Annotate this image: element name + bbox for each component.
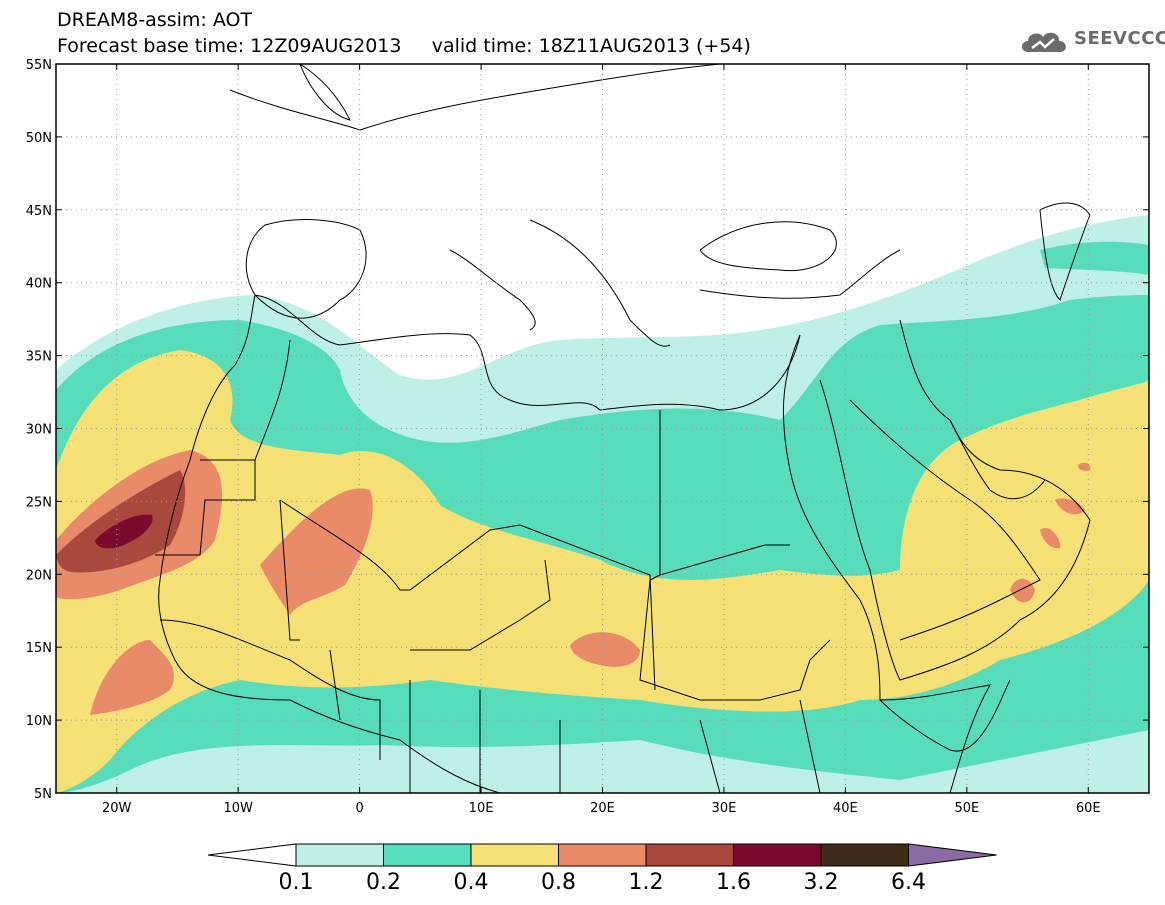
lat-label: 25N [26, 495, 52, 510]
persian-gulf [949, 419, 1046, 500]
colorbar-level-label: 0.4 [454, 870, 489, 895]
lat-label: 5N [34, 787, 52, 802]
colorbar-box [383, 843, 472, 867]
colorbar-box [820, 843, 909, 867]
lon-label: 10E [469, 801, 494, 816]
lon-label: 20W [102, 801, 132, 816]
turkey-coast [699, 249, 901, 299]
colorbar-high-arrow [908, 843, 997, 867]
colorbar: 0.1 0.2 0.4 0.8 1.2 1.6 3.2 6.4 [207, 843, 997, 895]
lon-label: 0 [355, 801, 363, 816]
black-sea [699, 221, 837, 272]
colorbar-level-label: 1.2 [629, 870, 664, 895]
border-sudan [639, 574, 831, 701]
lat-label: 10N [26, 714, 52, 729]
caspian-sea [1039, 202, 1091, 301]
colorbar-box [470, 843, 559, 867]
colorbar-box [733, 843, 822, 867]
border-libya-egypt [659, 410, 790, 576]
border-horn [879, 679, 1011, 752]
colorbar-level-label: 0.1 [279, 870, 314, 895]
aot-level-0-4 [56, 350, 1149, 793]
africa-north-coast [254, 294, 801, 411]
border-libya-chad [519, 524, 656, 691]
lon-label: 20E [590, 801, 615, 816]
colorbar-level-label: 6.4 [891, 870, 926, 895]
colorbar-box [558, 843, 647, 867]
lat-label: 30N [26, 423, 52, 438]
model-title: DREAM8-assim: AOT [57, 9, 253, 31]
britain [299, 64, 351, 121]
time-line: Forecast base time: 12Z09AUG2013 valid t… [57, 36, 751, 56]
colorbar-box [295, 843, 384, 867]
lat-label: 40N [26, 277, 52, 292]
cloud-logo-icon [1022, 32, 1066, 52]
lon-tick-labels: 20W 10W 0 10E 20E 30E 40E 50E 60E [102, 801, 1101, 816]
colorbar-level-label: 3.2 [804, 870, 839, 895]
lon-label: 50E [954, 801, 979, 816]
base-time: Forecast base time: 12Z09AUG2013 [57, 35, 402, 57]
logo-text: SEEVCCC [1074, 28, 1165, 49]
border-algeria-mali-niger [279, 499, 521, 591]
lon-label: 60E [1076, 801, 1101, 816]
border-morocco-algeria [254, 339, 291, 461]
aot-level-1-6 [95, 514, 153, 549]
border-western-sahara [155, 459, 256, 556]
colorbar-level-label: 1.6 [716, 870, 751, 895]
colorbar-box [645, 843, 734, 867]
aot-level-1-2 [56, 470, 186, 573]
lat-label: 35N [26, 350, 52, 365]
iberia [245, 219, 367, 319]
red-sea-west-coast [782, 334, 991, 793]
lon-label: 10W [223, 801, 253, 816]
europe-north [229, 64, 721, 131]
lat-label: 15N [26, 641, 52, 656]
border-mauritania-mali [279, 499, 300, 641]
lat-tick-labels: 55N 50N 45N 40N 35N 30N 25N 20N 15N 10N 5N [26, 58, 52, 802]
valid-time: valid time: 18Z11AUG2013 (+54) [431, 35, 751, 57]
border-saudi [849, 399, 1041, 641]
balkans-greece [529, 219, 671, 347]
africa-coastline [158, 294, 501, 793]
axis-ticks [56, 63, 1149, 794]
lat-label: 45N [26, 204, 52, 219]
lon-label: 40E [833, 801, 858, 816]
seevccc-logo: SEEVCCC [1018, 24, 1165, 58]
lat-label: 55N [26, 58, 52, 73]
lon-label: 30E [712, 801, 737, 816]
lat-label: 50N [26, 131, 52, 146]
border-niger-chad [410, 559, 551, 651]
arabian-coast [819, 379, 1091, 681]
colorbar-level-label: 0.8 [541, 870, 576, 895]
lat-label: 20N [26, 568, 52, 583]
border-west-africa [159, 619, 821, 793]
border-iraq-iran [899, 319, 951, 421]
grid-lines [56, 64, 1149, 793]
colorbar-level-label: 0.2 [366, 870, 401, 895]
colorbar-low-arrow [207, 843, 297, 867]
italy [449, 249, 536, 331]
coastlines-borders [155, 64, 1091, 793]
